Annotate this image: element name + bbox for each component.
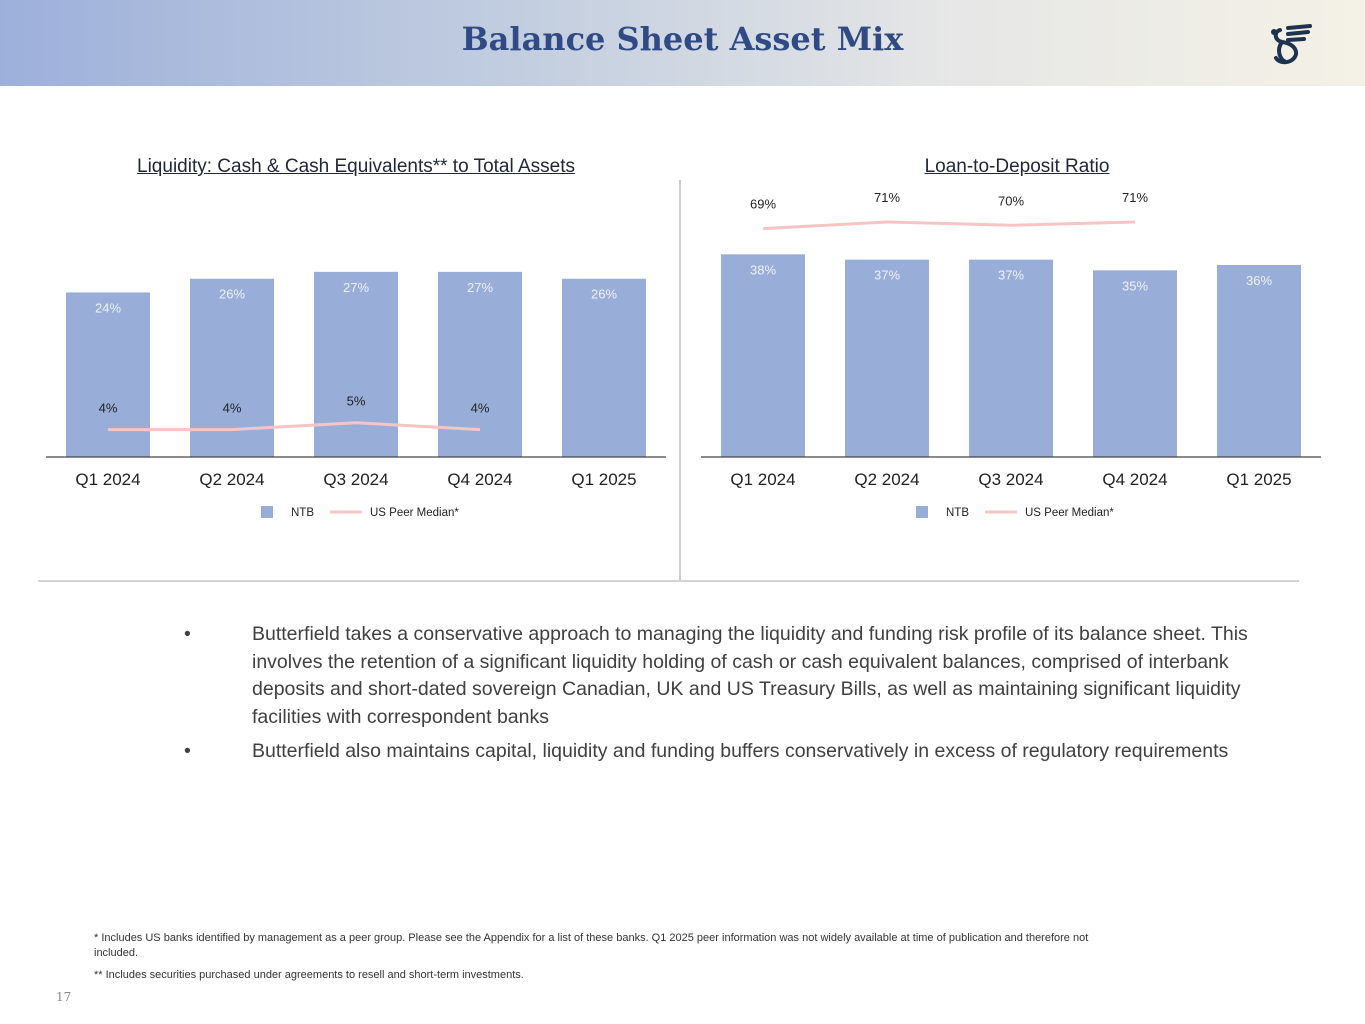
vertical-divider: [679, 180, 681, 580]
line-data-label: 4%: [223, 401, 242, 416]
bar-ntb: [314, 271, 398, 457]
page-title: Balance Sheet Asset Mix: [461, 20, 904, 58]
horizontal-divider: [38, 580, 1299, 582]
bar-data-label: 26%: [591, 287, 617, 302]
chart-title-loan-to-deposit: Loan-to-Deposit Ratio: [924, 156, 1110, 177]
line-data-label: 4%: [471, 401, 490, 416]
bar-data-label: 37%: [874, 268, 900, 283]
x-tick-label: Q4 2024: [1102, 470, 1167, 489]
bullet-text: Butterfield also maintains capital, liqu…: [252, 740, 1229, 762]
line-data-label: 4%: [99, 401, 118, 416]
charts-canvas: 24% Q1 2024 26% Q2 2024 27% Q3 2024 27% Q4 2024…: [46, 190, 1321, 519]
bullet-item: • Butterfield takes a conservative approa…: [180, 621, 1290, 731]
bar-data-label: 36%: [1246, 273, 1272, 288]
x-tick-label: Q2 2024: [199, 470, 264, 489]
legend-swatch-ntb: [261, 506, 273, 518]
x-tick-label: Q2 2024: [854, 470, 919, 489]
chart-title-liquidity: Liquidity: Cash & Cash Equivalents** to …: [137, 156, 575, 177]
footnote-cash-equivalents: ** Includes securities purchased under a…: [94, 969, 524, 981]
bar-data-label: 26%: [219, 287, 245, 302]
x-tick-label: Q1 2024: [75, 470, 140, 489]
line-us-peer-median: [108, 421, 481, 432]
line-data-label: 69%: [750, 197, 776, 212]
line-data-label: 71%: [1122, 190, 1148, 205]
x-tick-label: Q1 2025: [1226, 470, 1291, 489]
bar-data-label: 27%: [467, 280, 493, 295]
footnote-peer-group: * Includes US banks identified by manage…: [94, 932, 1089, 959]
bar-ntb: [969, 259, 1053, 457]
bullet-marker: •: [184, 740, 191, 762]
x-tick-label: Q1 2024: [730, 470, 795, 489]
line-us-peer-median: [762, 220, 1136, 231]
bar-ntb: [438, 271, 522, 457]
x-tick-label: Q3 2024: [323, 470, 388, 489]
bar-ntb: [66, 292, 150, 457]
line-data-label: 70%: [998, 193, 1024, 208]
bar-ntb: [845, 259, 929, 457]
legend-label-ntb: NTB: [291, 507, 314, 519]
bar-ntb: [1093, 270, 1177, 457]
legend-label-ntb: NTB: [946, 507, 969, 519]
bullet-marker: •: [184, 623, 191, 645]
bar-data-label: 35%: [1122, 278, 1148, 293]
page-number: 17: [56, 990, 72, 1004]
line-data-label: 71%: [874, 190, 900, 205]
legend-swatch-ntb: [916, 506, 928, 518]
bar-ntb: [562, 278, 646, 457]
bar-data-label: 24%: [95, 300, 121, 315]
legend-label-peer-median: US Peer Median*: [1025, 507, 1114, 519]
bullet-text: Butterfield takes a conservative approac…: [252, 623, 1248, 728]
line-data-label: 5%: [347, 394, 366, 409]
x-tick-label: Q1 2025: [571, 470, 636, 489]
bar-data-label: 38%: [750, 262, 776, 277]
griffin-logo-icon: [1271, 24, 1312, 65]
bullet-list: • Butterfield takes a conservative approa…: [180, 621, 1290, 773]
bar-data-label: 27%: [343, 280, 369, 295]
bar-data-label: 37%: [998, 268, 1024, 283]
header-banner: [0, 0, 1365, 86]
x-tick-label: Q3 2024: [978, 470, 1043, 489]
x-tick-label: Q4 2024: [447, 470, 512, 489]
legend-label-peer-median: US Peer Median*: [370, 507, 459, 519]
bar-ntb: [721, 254, 805, 457]
bar-ntb: [1217, 265, 1301, 457]
bullet-item: • Butterfield also maintains capital, liq…: [180, 738, 1290, 766]
